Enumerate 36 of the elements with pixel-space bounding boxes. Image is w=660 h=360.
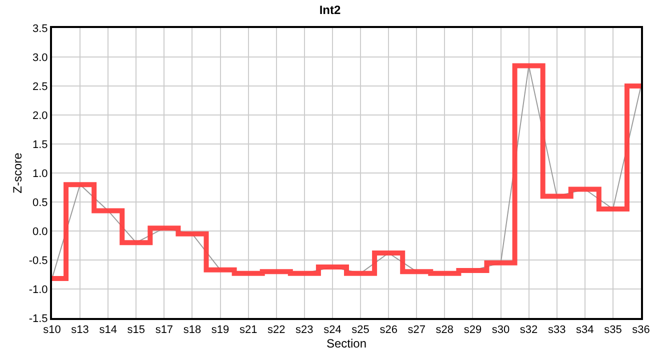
y-tick-label: 3.5 [32,22,48,35]
y-tick-label: 0.0 [32,226,48,238]
x-tick-label: s17 [155,324,174,336]
y-tick-label: 3.0 [32,52,48,64]
y-tick-label: -1.0 [28,284,48,296]
x-tick-label: s19 [211,324,230,336]
x-tick-label: s22 [268,324,286,336]
x-tick-label: s34 [576,324,594,336]
y-tick-label: 0.5 [32,196,48,209]
y-tick-label: 2.5 [32,80,48,93]
chart-title: Int2 [319,2,341,17]
x-tick-label: s10 [43,324,61,336]
x-tick-label: s26 [380,324,398,336]
y-axis-title: Z-score [10,152,25,194]
x-tick-label: s24 [324,324,342,336]
y-tick-label: 1.0 [32,168,48,180]
x-tick-label: s35 [604,324,622,336]
y-tick-label: -0.5 [28,254,48,267]
x-tick-label: s18 [183,324,202,336]
x-tick-label: s36 [632,324,650,336]
x-axis-title: Section [326,336,367,351]
x-tick-label: s14 [99,324,117,336]
x-tick-label: s27 [408,324,426,336]
y-tick-label: 2.0 [32,110,48,122]
y-tick-label: 1.5 [32,138,48,151]
x-tick-label: s13 [71,324,89,336]
x-tick-label: s30 [492,324,510,336]
x-tick-label: s29 [464,324,482,336]
x-tick-label: s32 [520,324,538,336]
x-tick-label: s15 [127,324,146,336]
x-tick-label: s25 [352,324,370,336]
x-tick-label: s21 [239,324,258,336]
x-tick-label: s23 [296,324,314,336]
x-tick-label: s28 [436,324,454,336]
x-tick-label: s33 [548,324,566,336]
y-tick-label: -1.5 [28,312,48,325]
